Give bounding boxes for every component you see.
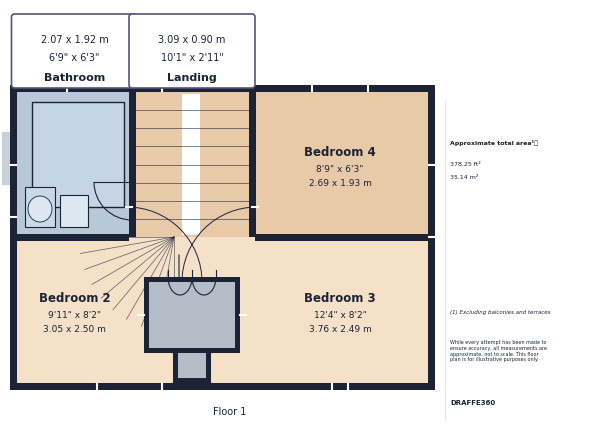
Bar	[17, 92, 132, 237]
Bar	[252, 92, 428, 237]
Text: Bedroom 4: Bedroom 4	[304, 146, 376, 159]
Text: Bedroom 2: Bedroom 2	[38, 292, 110, 304]
Text: While every attempt has been made to
ensure accuracy, all measurements are
appro: While every attempt has been made to ens…	[450, 340, 547, 363]
Text: 10'1" x 2'11": 10'1" x 2'11"	[161, 53, 223, 63]
Text: Approximate total area¹⧵: Approximate total area¹⧵	[450, 140, 538, 146]
Bar	[10, 85, 435, 390]
Bar	[149, 282, 235, 348]
Bar	[132, 92, 252, 272]
Bar	[249, 92, 256, 237]
Text: 3.76 x 2.49 m: 3.76 x 2.49 m	[308, 324, 371, 334]
Text: 3.05 x 2.50 m: 3.05 x 2.50 m	[43, 324, 106, 334]
Text: Landing: Landing	[167, 73, 217, 83]
FancyBboxPatch shape	[11, 14, 137, 88]
Text: DRAFFE360: DRAFFE360	[450, 400, 495, 406]
Text: 8'9" x 6'3": 8'9" x 6'3"	[316, 165, 364, 174]
Bar	[173, 353, 211, 383]
Bar	[182, 94, 200, 235]
Bar	[17, 92, 428, 383]
Text: (1) Excluding balconies and terraces: (1) Excluding balconies and terraces	[450, 310, 551, 315]
Bar	[2, 145, 10, 185]
Bar	[178, 353, 206, 378]
Text: 35.14 m²: 35.14 m²	[450, 175, 478, 180]
Text: 9'11" x 8'2": 9'11" x 8'2"	[48, 310, 101, 320]
Text: 2.69 x 1.93 m: 2.69 x 1.93 m	[308, 179, 371, 188]
Ellipse shape	[28, 196, 52, 222]
Bar	[10, 85, 17, 390]
Text: 378.25 ft²: 378.25 ft²	[450, 162, 481, 167]
Bar	[17, 234, 129, 241]
Bar	[428, 85, 435, 390]
Text: 3.09 x 0.90 m: 3.09 x 0.90 m	[158, 35, 226, 45]
Bar	[255, 234, 428, 241]
Bar	[129, 92, 136, 237]
FancyBboxPatch shape	[129, 14, 255, 88]
Bar	[144, 277, 240, 353]
Bar	[2, 132, 10, 182]
Text: 2.07 x 1.92 m: 2.07 x 1.92 m	[41, 35, 109, 45]
Text: 12'4" x 8'2": 12'4" x 8'2"	[314, 310, 367, 320]
Bar	[32, 102, 124, 207]
Text: 6'9" x 6'3": 6'9" x 6'3"	[49, 53, 100, 63]
Bar	[60, 195, 88, 227]
Text: Bedroom 3: Bedroom 3	[304, 292, 376, 304]
Text: Bathroom: Bathroom	[44, 73, 105, 83]
Bar	[25, 187, 55, 227]
Bar	[10, 383, 435, 390]
Bar	[17, 237, 428, 383]
Text: Floor 1: Floor 1	[214, 407, 247, 417]
Bar	[10, 85, 435, 92]
